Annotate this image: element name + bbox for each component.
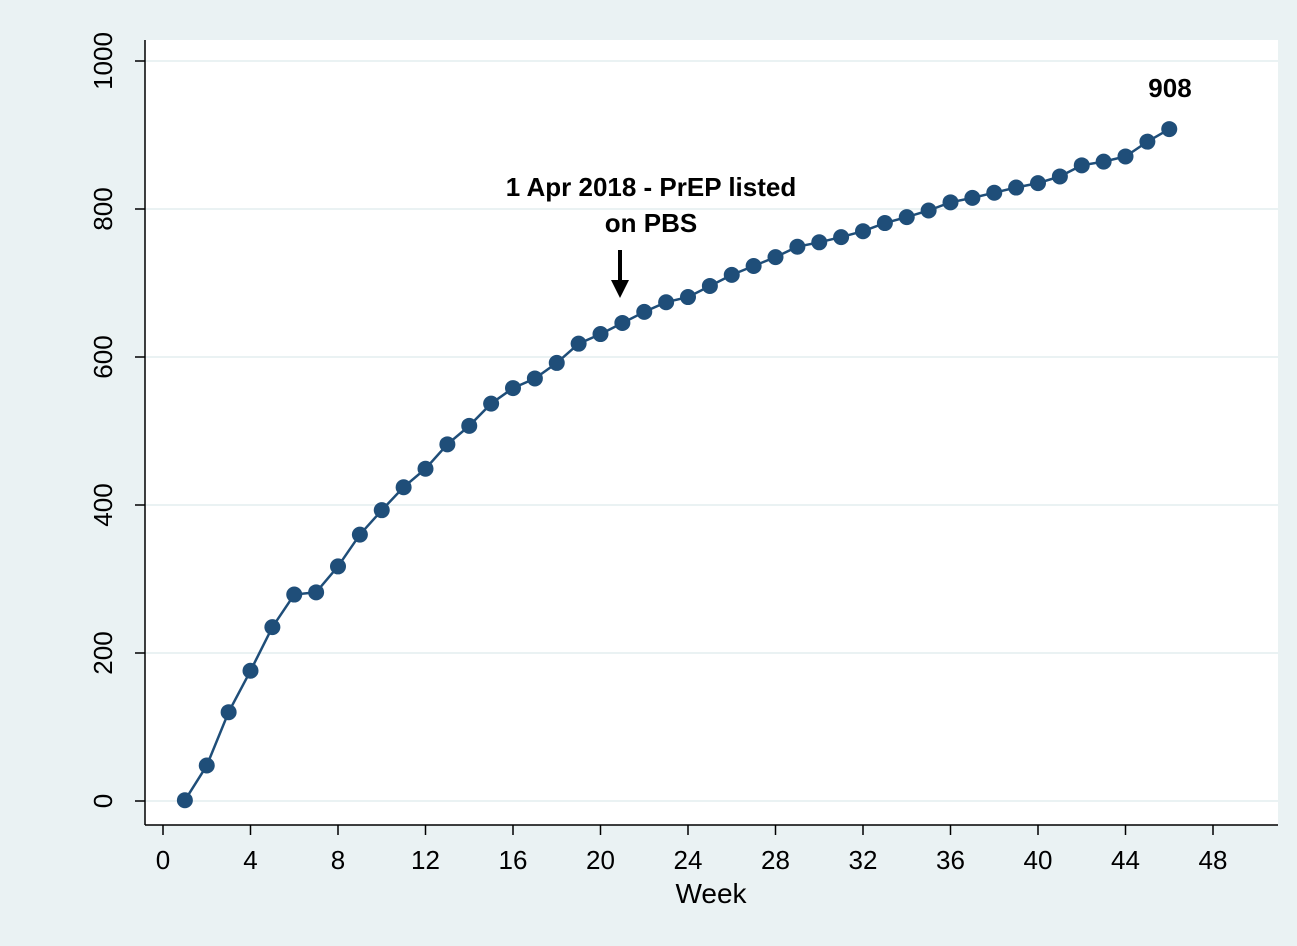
data-point [1030, 175, 1046, 192]
x-tick-label: 40 [1024, 845, 1053, 875]
data-point [636, 303, 653, 320]
x-tick-label: 8 [331, 845, 345, 875]
data-point [548, 354, 565, 371]
data-point [461, 417, 478, 434]
data-point [658, 294, 675, 311]
data-point [242, 662, 259, 679]
data-point [264, 619, 281, 636]
data-point [614, 314, 631, 331]
data-point [1008, 179, 1025, 196]
data-point [220, 704, 237, 721]
y-tick-label: 0 [88, 794, 118, 808]
data-point [570, 335, 587, 352]
data-point [789, 238, 806, 255]
data-points [176, 121, 1178, 809]
data-point [351, 526, 368, 543]
data-point [330, 558, 346, 575]
data-point [198, 757, 215, 774]
x-tick-label: 36 [936, 845, 965, 875]
x-tick-label: 20 [586, 845, 615, 875]
y-tick-label: 600 [88, 335, 118, 378]
data-point [395, 479, 412, 496]
x-tick-label: 32 [849, 845, 878, 875]
data-point [898, 209, 915, 226]
data-point [920, 202, 937, 219]
data-point [767, 249, 784, 266]
y-tick-label: 400 [88, 483, 118, 526]
data-point [1051, 168, 1068, 185]
y-tick-label: 800 [88, 187, 118, 230]
x-axis-title: Week [675, 878, 747, 909]
data-point [439, 436, 456, 453]
data-point [986, 184, 1003, 201]
data-point [942, 194, 959, 211]
annotation-arrow [611, 250, 629, 298]
data-point [373, 502, 390, 519]
data-point [286, 586, 303, 603]
data-point [964, 189, 981, 206]
data-point [417, 460, 434, 477]
x-tick-label: 24 [674, 845, 703, 875]
x-tick-label: 48 [1199, 845, 1228, 875]
x-tick-label: 16 [499, 845, 528, 875]
grid-lines [145, 60, 1278, 802]
data-point [723, 266, 740, 283]
data-point [680, 289, 696, 306]
plot-area [145, 40, 1278, 825]
x-tick-label: 12 [411, 845, 440, 875]
x-tick-label: 44 [1111, 845, 1140, 875]
data-point [176, 792, 193, 809]
data-point [1073, 157, 1090, 174]
data-point [308, 584, 325, 601]
data-point [745, 257, 762, 274]
series-line [183, 128, 1170, 801]
data-point [1095, 153, 1112, 170]
y-tick-label: 1000 [88, 32, 118, 90]
data-point [1139, 133, 1156, 150]
data-point [876, 215, 893, 232]
y-axis-ticks: 0 200 400 600 800 1000 [88, 32, 145, 808]
data-point [811, 234, 828, 251]
data-point [592, 326, 609, 343]
data-point [483, 395, 500, 412]
data-point [1161, 121, 1178, 138]
data-point [833, 229, 850, 246]
annotation-prep-line2: on PBS [605, 208, 697, 238]
x-axis-ticks: 0 4 8 12 16 20 24 28 32 36 40 44 48 [156, 825, 1228, 875]
data-point [505, 380, 521, 397]
x-tick-label: 0 [156, 845, 170, 875]
data-point [701, 277, 718, 294]
x-tick-label: 4 [243, 845, 257, 875]
y-tick-label: 200 [88, 631, 118, 674]
data-point [1117, 148, 1134, 165]
data-point [526, 370, 543, 387]
annotation-prep-line1: 1 Apr 2018 - PrEP listed [506, 172, 796, 202]
data-point [855, 223, 871, 240]
annotation-final-value: 908 [1148, 73, 1191, 103]
x-tick-label: 28 [761, 845, 790, 875]
